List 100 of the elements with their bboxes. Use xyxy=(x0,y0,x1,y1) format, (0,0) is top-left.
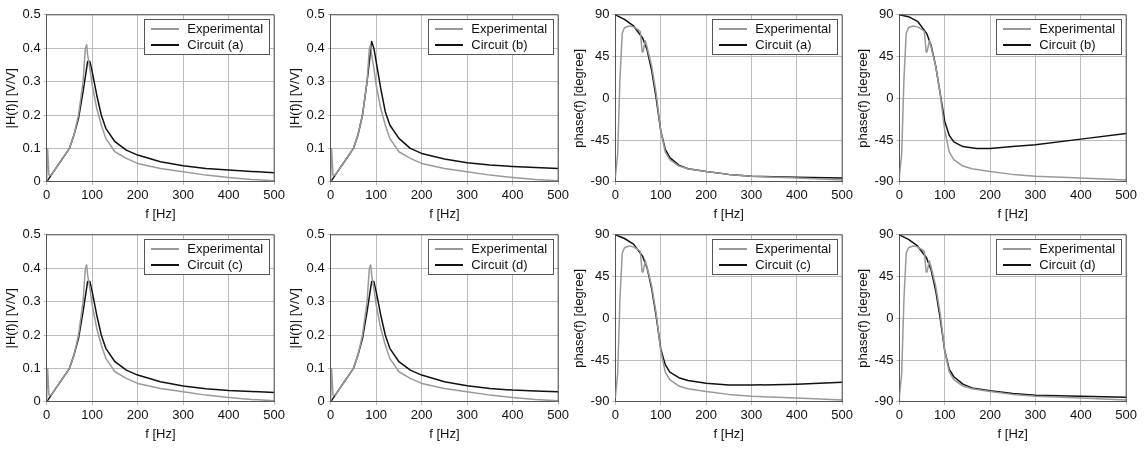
y-tick-label: 45 xyxy=(878,48,894,64)
legend-label: Circuit (c) xyxy=(755,256,811,273)
legend-label: Circuit (d) xyxy=(471,256,528,273)
y-axis-title: |H(f)| [V/V] xyxy=(287,288,303,349)
y-tick-label: 0.1 xyxy=(22,359,41,375)
x-tick-label: 200 xyxy=(126,407,149,423)
legend-label: Circuit (b) xyxy=(471,36,528,53)
y-tick-label: 0 xyxy=(886,309,894,325)
legend-label: Experimental xyxy=(1039,20,1116,37)
y-tick-label: -90 xyxy=(874,173,894,189)
y-tick-label: 0 xyxy=(317,393,325,409)
y-tick-label: 0.1 xyxy=(306,359,325,375)
y-tick-label: 0.2 xyxy=(306,326,325,342)
y-tick-label: 0.3 xyxy=(306,73,325,89)
x-tick-label: 400 xyxy=(1069,187,1092,203)
y-tick-label: 0.3 xyxy=(22,293,41,309)
x-tick-label: 500 xyxy=(1115,407,1138,423)
legend-label: Circuit (a) xyxy=(187,36,244,53)
x-tick-label: 300 xyxy=(740,407,763,423)
x-tick-label: 0 xyxy=(327,407,335,423)
legend-label: Experimental xyxy=(187,240,264,257)
y-tick-label: 0.5 xyxy=(306,6,325,22)
legend-label: Experimental xyxy=(755,240,832,257)
x-tick-label: 400 xyxy=(501,187,524,203)
x-tick-label: 300 xyxy=(1024,407,1047,423)
y-tick-label: 0.2 xyxy=(306,106,325,122)
x-tick-label: 500 xyxy=(547,407,570,423)
y-tick-label: -45 xyxy=(590,351,610,367)
legend-label: Circuit (b) xyxy=(1039,36,1096,53)
x-tick-label: 100 xyxy=(649,407,672,423)
x-tick-label: 100 xyxy=(365,407,388,423)
y-tick-label: -45 xyxy=(874,351,894,367)
x-axis-title: f [Hz] xyxy=(713,425,744,441)
y-tick-label: -90 xyxy=(590,393,610,409)
x-tick-label: 100 xyxy=(81,187,104,203)
y-tick-label: 90 xyxy=(594,226,610,242)
y-tick-label: 45 xyxy=(594,48,610,64)
x-axis-title: f [Hz] xyxy=(145,205,176,221)
legend-label: Experimental xyxy=(471,20,548,37)
y-tick-label: 0.5 xyxy=(22,226,41,242)
x-tick-label: 300 xyxy=(172,407,195,423)
y-axis-title: |H(f)| [V/V] xyxy=(3,288,19,349)
x-tick-label: 300 xyxy=(456,407,479,423)
y-tick-label: 0 xyxy=(317,173,325,189)
x-tick-label: 400 xyxy=(785,407,808,423)
x-tick-label: 400 xyxy=(501,407,524,423)
x-tick-label: 500 xyxy=(1115,187,1138,203)
x-tick-label: 200 xyxy=(695,407,717,423)
x-tick-label: 400 xyxy=(217,187,240,203)
y-tick-label: 0.3 xyxy=(22,73,41,89)
y-axis-title: |H(f)| [V/V] xyxy=(287,68,303,129)
y-tick-label: 0 xyxy=(602,309,610,325)
legend-label: Experimental xyxy=(755,20,832,37)
y-tick-label: 45 xyxy=(594,268,610,284)
x-axis-title: f [Hz] xyxy=(429,205,460,221)
x-axis-title: f [Hz] xyxy=(997,205,1028,221)
x-tick-label: 100 xyxy=(649,187,672,203)
x-tick-label: 300 xyxy=(456,187,479,203)
x-tick-label: 500 xyxy=(263,187,286,203)
y-tick-label: 0.2 xyxy=(22,326,41,342)
x-tick-label: 100 xyxy=(81,407,104,423)
x-axis-title: f [Hz] xyxy=(997,425,1028,441)
y-tick-label: 0 xyxy=(33,173,41,189)
x-tick-label: 500 xyxy=(831,187,854,203)
y-tick-label: 0.3 xyxy=(306,293,325,309)
x-tick-label: 100 xyxy=(365,187,388,203)
y-axis-title: phase(f) [degree] xyxy=(855,268,871,368)
y-tick-label: 0.1 xyxy=(22,139,41,155)
y-tick-label: -90 xyxy=(874,393,894,409)
y-axis-title: phase(f) [degree] xyxy=(571,268,587,368)
y-tick-label: -45 xyxy=(590,131,610,147)
x-tick-label: 200 xyxy=(126,187,149,203)
x-tick-label: 500 xyxy=(831,407,854,423)
y-tick-label: 0 xyxy=(602,89,610,105)
y-tick-label: -90 xyxy=(590,173,610,189)
y-tick-label: 0.1 xyxy=(306,139,325,155)
y-axis-title: phase(f) [degree] xyxy=(855,48,871,148)
x-axis-title: f [Hz] xyxy=(713,205,744,221)
x-tick-label: 0 xyxy=(43,187,51,203)
y-tick-label: 0.2 xyxy=(22,106,41,122)
y-tick-label: 0.4 xyxy=(306,39,325,55)
x-tick-label: 0 xyxy=(327,187,335,203)
x-tick-label: 200 xyxy=(979,187,1001,203)
y-tick-label: 0.5 xyxy=(306,226,325,242)
x-tick-label: 500 xyxy=(263,407,286,423)
x-tick-label: 300 xyxy=(740,187,763,203)
x-tick-label: 100 xyxy=(933,407,956,423)
x-tick-label: 100 xyxy=(933,187,956,203)
y-tick-label: 90 xyxy=(878,6,894,22)
y-axis-title: |H(f)| [V/V] xyxy=(3,68,19,129)
y-tick-label: 0.4 xyxy=(306,259,325,275)
y-tick-label: 0 xyxy=(886,89,894,105)
y-tick-label: 90 xyxy=(594,6,610,22)
y-tick-label: -45 xyxy=(874,131,894,147)
x-tick-label: 300 xyxy=(172,187,195,203)
y-tick-label: 45 xyxy=(878,268,894,284)
x-tick-label: 300 xyxy=(1024,187,1047,203)
x-tick-label: 200 xyxy=(410,187,433,203)
legend-label: Circuit (d) xyxy=(1039,256,1096,273)
legend-label: Circuit (c) xyxy=(187,256,243,273)
